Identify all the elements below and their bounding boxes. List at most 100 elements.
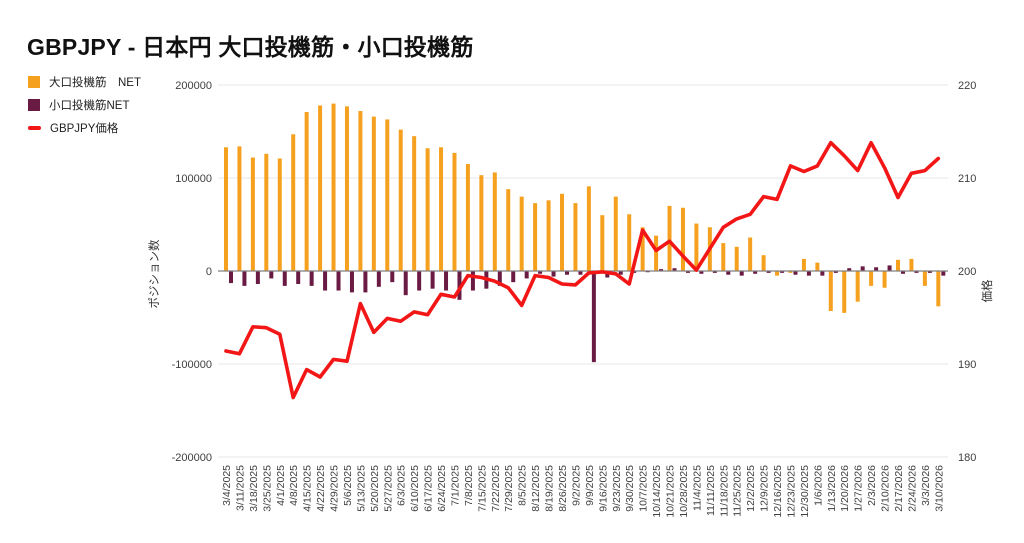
- small-net-bar: [470, 271, 475, 291]
- small-net-bar: [806, 271, 811, 276]
- small-net-bar: [618, 271, 623, 275]
- right-axis-title: 価格: [980, 279, 994, 302]
- small-net-bar: [511, 271, 516, 283]
- small-net-bar: [941, 271, 946, 276]
- large-net-bar: [882, 271, 887, 288]
- large-net-bar: [721, 243, 726, 271]
- large-net-bar: [344, 106, 349, 271]
- large-net-bar: [506, 189, 511, 271]
- large-net-bar: [788, 271, 793, 273]
- large-net-bar: [264, 153, 269, 271]
- small-net-bar: [887, 265, 892, 271]
- small-net-bar: [497, 271, 502, 286]
- legend-label-large-net: 大口投機筋 NET: [49, 77, 141, 89]
- x-axis-tick-label: 4/29/2025: [329, 465, 341, 512]
- large-net-bar: [439, 147, 444, 271]
- x-axis-tick-label: 9/30/2025: [624, 465, 636, 512]
- large-net-bar: [425, 148, 430, 271]
- x-axis-tick-label: 8/12/2025: [530, 465, 542, 512]
- x-axis-tick-label: 9/2/2025: [570, 465, 582, 506]
- legend-label-small-net: 小口投機筋NET: [49, 100, 130, 112]
- small-net-bar: [591, 271, 596, 363]
- legend-item-small-net[interactable]: 小口投機筋NET: [28, 98, 141, 112]
- left-axis-tick-label: -200000: [172, 452, 212, 464]
- large-net-bar: [855, 271, 860, 302]
- large-net-bar: [909, 258, 914, 271]
- large-net-bar: [801, 258, 806, 271]
- small-net-bar: [739, 271, 744, 276]
- x-axis-tick-label: 4/15/2025: [302, 465, 314, 512]
- x-axis-tick-label: 11/18/2025: [718, 465, 730, 517]
- large-net-bar: [546, 200, 551, 271]
- small-net-bar: [685, 271, 690, 273]
- small-net-bar: [927, 271, 932, 273]
- large-net-bar: [398, 129, 403, 271]
- x-axis-tick-label: 1/27/2026: [853, 465, 865, 512]
- small-net-bar: [780, 271, 785, 273]
- x-axis-tick-label: 9/16/2025: [597, 465, 609, 512]
- large-net-bar: [519, 196, 524, 271]
- small-net-bar: [551, 271, 556, 277]
- legend-item-price[interactable]: GBPJPY価格: [28, 121, 141, 135]
- x-axis-tick-label: 8/5/2025: [517, 465, 529, 506]
- large-net-bar: [492, 172, 497, 271]
- small-net-bar: [632, 271, 637, 273]
- x-axis-tick-label: 2/10/2026: [880, 465, 892, 512]
- large-net-bar: [936, 271, 941, 307]
- small-net-bar: [833, 271, 838, 273]
- small-net-bar: [403, 271, 408, 296]
- small-net-bar: [874, 267, 879, 271]
- small-net-bar: [417, 271, 422, 291]
- left-axis-tick-label: 100000: [175, 173, 212, 185]
- x-axis-tick-label: 10/14/2025: [651, 465, 663, 518]
- small-net-bar: [363, 271, 368, 293]
- x-axis-tick-label: 7/22/2025: [490, 465, 502, 512]
- large-net-bar: [922, 271, 927, 286]
- large-net-bar: [815, 262, 820, 271]
- left-axis-title: ポジション数: [147, 239, 161, 308]
- large-net-bar: [734, 246, 739, 271]
- large-net-bar: [277, 158, 282, 271]
- x-axis-tick-label: 5/6/2025: [342, 465, 354, 506]
- legend-item-large-net[interactable]: 大口投機筋 NET: [28, 75, 141, 89]
- small-net-bar: [820, 271, 825, 276]
- small-net-bar: [229, 271, 233, 284]
- right-axis-tick-label: 220: [958, 80, 976, 92]
- large-net-bar: [224, 147, 228, 271]
- small-net-bar: [349, 271, 354, 293]
- large-net-bar: [465, 164, 470, 271]
- x-axis-tick-label: 12/9/2025: [759, 465, 771, 512]
- x-axis-tick-label: 3/4/2025: [221, 465, 233, 506]
- x-axis-tick-label: 3/10/2026: [933, 465, 945, 512]
- x-axis-tick-label: 2/17/2026: [893, 465, 905, 512]
- large-net-bar: [573, 203, 578, 271]
- x-axis-tick-label: 8/19/2025: [544, 465, 556, 512]
- price-line-marker-icon: [28, 126, 41, 130]
- small-net-bar: [847, 268, 852, 271]
- price-line: [224, 140, 941, 400]
- small-net-bar: [430, 271, 435, 289]
- left-axis-tick-label: -100000: [172, 359, 212, 371]
- small-net-bar: [901, 271, 905, 274]
- small-net-bar: [672, 268, 677, 271]
- large-net-bar: [412, 136, 417, 271]
- right-axis-tick-label: 190: [958, 359, 976, 371]
- x-axis-tick-label: 10/7/2025: [638, 465, 650, 512]
- large-net-bar: [775, 271, 780, 276]
- small-net-bar: [860, 266, 865, 271]
- x-axis-tick-label: 11/25/2025: [732, 465, 744, 517]
- small-net-bar: [309, 271, 314, 286]
- large-net-bar: [371, 116, 376, 272]
- small-net-bar: [296, 271, 301, 285]
- right-axis-tick-label: 210: [958, 173, 976, 185]
- right-axis-tick-label: 200: [958, 266, 976, 278]
- small-net-bar: [565, 271, 569, 275]
- large-net-bar: [640, 227, 645, 271]
- large-net-bar: [452, 152, 457, 271]
- x-axis-tick-label: 7/1/2025: [449, 465, 461, 506]
- x-axis-tick-label: 3/3/2026: [920, 465, 932, 506]
- left-axis-tick-label: 200000: [175, 80, 212, 92]
- large-net-bar: [654, 235, 659, 271]
- x-axis-tick-label: 12/30/2025: [799, 465, 811, 518]
